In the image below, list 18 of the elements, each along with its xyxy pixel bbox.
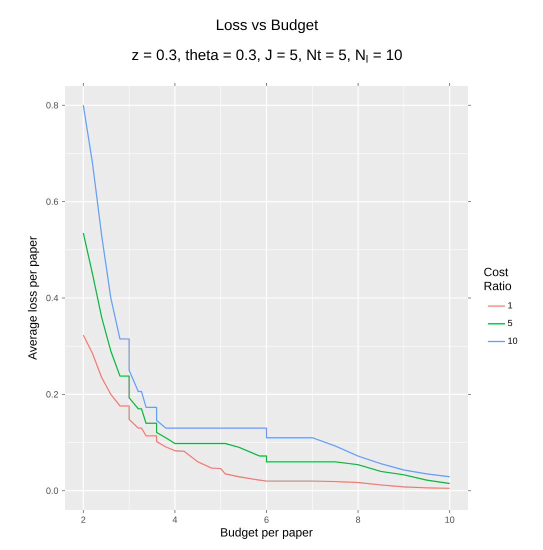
legend-title: Cost Ratio xyxy=(484,268,512,290)
x-tick-label: 6 xyxy=(264,516,269,523)
y-tick-label: 0.2 xyxy=(46,391,58,398)
legend-label: 10 xyxy=(508,338,518,344)
legend-label: 1 xyxy=(508,302,512,308)
y-tick-label: 0.8 xyxy=(46,102,58,108)
chart-title: Loss vs Budget xyxy=(216,19,318,34)
legend-label: 5 xyxy=(508,320,512,326)
y-axis-title: Average loss per paper xyxy=(28,236,40,360)
x-axis-title: Budget per paper xyxy=(221,528,313,539)
chart-subtitle: z = 0.3, theta = 0.3, J = 5, Nt = 5, N$_{l}$ = 10 xyxy=(132,49,402,63)
x-tick-label: 4 xyxy=(172,516,178,523)
y-tick-label: 0.4 xyxy=(46,294,58,302)
x-tick-label: 10 xyxy=(445,516,454,523)
y-tick-label: 0.6 xyxy=(46,198,58,205)
x-tick-label: 2 xyxy=(81,516,86,523)
y-tick-label: 0.0 xyxy=(46,488,58,494)
x-tick-label: 8 xyxy=(356,516,360,523)
